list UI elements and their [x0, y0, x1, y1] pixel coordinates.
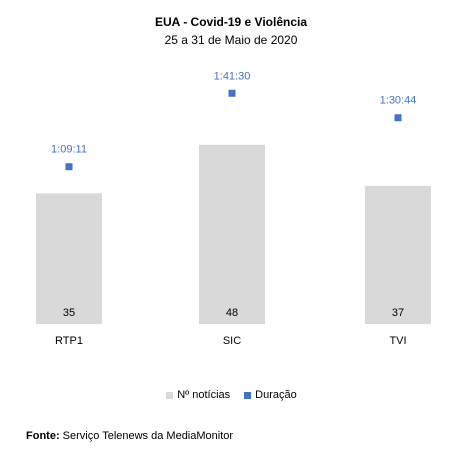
- duration-label: 1:30:44: [380, 95, 417, 107]
- duration-marker: [394, 114, 402, 122]
- legend-swatch-markers: [244, 391, 252, 399]
- bar: [365, 185, 431, 324]
- legend-item-bars: Nº notícias: [166, 389, 230, 401]
- chart-marks: 35 1:09:11 RTP1 48 1:41:30 SIC 37 1:30:44 TVI: [36, 70, 431, 347]
- duration-label: 1:09:11: [51, 144, 87, 156]
- bar-value-label: 48: [226, 307, 238, 319]
- x-tick-label: TVI: [389, 335, 406, 347]
- legend-label-markers: Duração: [255, 389, 297, 401]
- source-text: Serviço Telenews da MediaMonitor: [59, 430, 234, 442]
- legend-label-bars: Nº notícias: [177, 389, 231, 401]
- duration-marker: [65, 163, 73, 171]
- chart-title: EUA - Covid-19 e Violência: [155, 15, 307, 29]
- bar-value-label: 35: [63, 307, 75, 319]
- x-tick-label: RTP1: [55, 335, 83, 347]
- source-label: Fonte:: [26, 430, 60, 442]
- duration-label: 1:41:30: [214, 70, 251, 82]
- source-note: Fonte: Serviço Telenews da MediaMonitor: [26, 430, 233, 442]
- bar: [199, 144, 265, 324]
- x-tick-label: SIC: [223, 335, 241, 347]
- legend-swatch-bars: [166, 391, 174, 399]
- legend: Nº notícias Duração: [0, 389, 463, 401]
- bar: [36, 193, 102, 324]
- legend-item-markers: Duração: [244, 389, 297, 401]
- chart-subtitle: 25 a 31 de Maio de 2020: [165, 33, 298, 47]
- duration-marker: [228, 89, 236, 97]
- bar-value-label: 37: [392, 307, 404, 319]
